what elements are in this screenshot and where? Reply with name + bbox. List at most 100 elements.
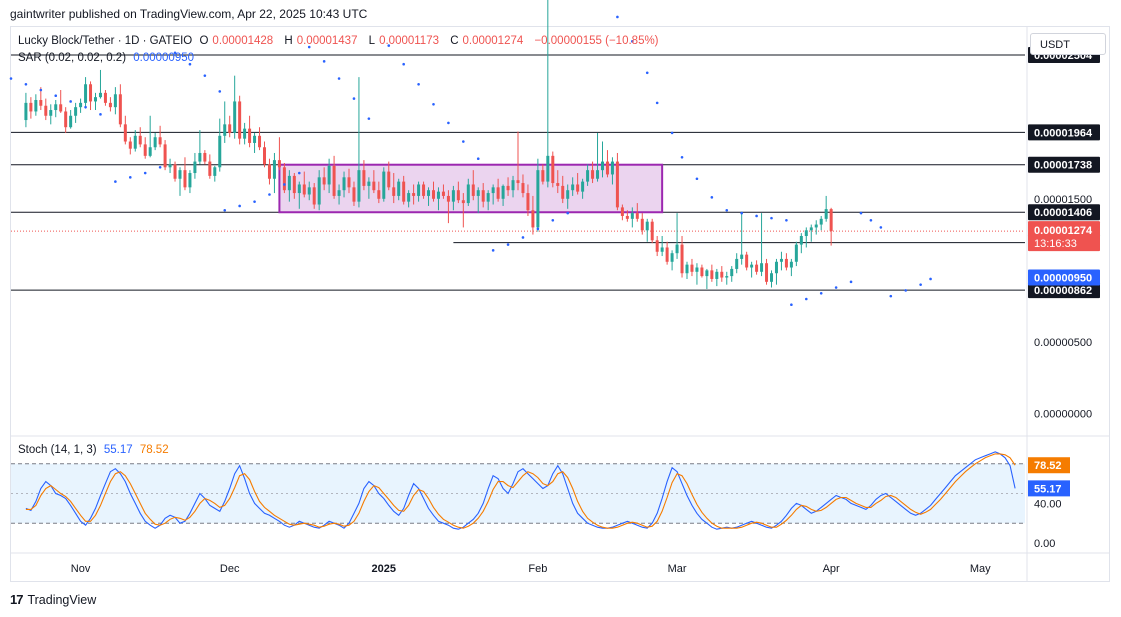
- time-tick-label: May: [970, 563, 991, 575]
- candle: [695, 263, 699, 285]
- candle-body: [486, 193, 490, 202]
- candle: [436, 187, 440, 211]
- candle: [79, 98, 83, 113]
- candle-body: [804, 230, 808, 237]
- candle-body: [630, 213, 634, 219]
- candle-body: [501, 185, 505, 199]
- candles-layer: [24, 0, 833, 289]
- candle: [133, 130, 137, 152]
- sar-dot: [402, 62, 405, 66]
- sar-dot: [238, 204, 241, 208]
- sar-dot: [849, 280, 853, 284]
- candle-body: [377, 190, 381, 199]
- candle-body: [108, 102, 112, 108]
- candle-body: [710, 270, 714, 279]
- candle-body: [760, 263, 764, 272]
- candle: [193, 152, 197, 179]
- price-tick-label: 0.00000000: [1034, 409, 1092, 421]
- candle: [496, 178, 500, 202]
- candle: [94, 92, 97, 111]
- tradingview-logo: 17: [10, 592, 24, 607]
- candle: [824, 195, 828, 222]
- candle-body: [471, 184, 475, 196]
- candle-body: [113, 94, 117, 108]
- stoch-tick-label: 40.00: [1034, 498, 1062, 510]
- candle-body: [258, 135, 262, 148]
- candle-body: [238, 101, 242, 139]
- candle: [556, 170, 560, 194]
- sar-dot: [889, 294, 893, 298]
- candle: [506, 177, 510, 196]
- candle: [352, 181, 356, 206]
- candle-body: [610, 161, 614, 175]
- candle-body: [282, 167, 286, 191]
- candle: [675, 213, 679, 259]
- candle-body: [123, 124, 127, 142]
- level-tag: 0.00001964: [1028, 124, 1100, 141]
- candle: [720, 266, 724, 282]
- candle: [188, 170, 192, 194]
- candle: [44, 98, 48, 121]
- candle: [74, 102, 78, 123]
- sar-dot: [39, 88, 43, 92]
- sar-dot: [790, 303, 793, 307]
- candle: [546, 0, 550, 188]
- candle: [337, 184, 341, 205]
- candle-body: [620, 207, 624, 216]
- candle-body: [576, 184, 580, 192]
- level-tag-text: 0.00001738: [1034, 160, 1092, 172]
- candle: [123, 115, 127, 145]
- candle-body: [809, 227, 813, 231]
- candle-body: [158, 137, 162, 145]
- candle-body: [720, 271, 724, 278]
- candle: [745, 251, 749, 271]
- sar-dot: [24, 82, 28, 86]
- candle: [362, 160, 366, 191]
- range-box: [278, 163, 664, 214]
- candle: [377, 181, 381, 204]
- candle-body: [133, 135, 137, 149]
- sar-dot: [859, 211, 863, 215]
- candle: [367, 177, 371, 199]
- candle-body: [39, 100, 43, 106]
- candle: [576, 173, 580, 195]
- candle-body: [342, 177, 346, 191]
- candle-body: [705, 270, 709, 277]
- candle: [789, 258, 793, 277]
- stoch-k-tag-bg: [1028, 480, 1070, 497]
- candle: [248, 115, 252, 148]
- candle: [213, 165, 217, 182]
- candle-body: [596, 170, 600, 179]
- candle: [29, 97, 33, 119]
- candle-body: [248, 128, 252, 143]
- candle: [750, 261, 754, 278]
- candle: [238, 95, 242, 145]
- level-tag-text: 0.00001964: [1034, 127, 1093, 139]
- candle-body: [799, 236, 803, 245]
- candle: [516, 131, 520, 191]
- candle-body: [635, 213, 639, 219]
- candle-body: [446, 195, 450, 202]
- sar-dot: [307, 45, 311, 49]
- candle: [705, 268, 709, 289]
- candle: [59, 89, 63, 113]
- stoch-d-value: 78.52: [139, 444, 169, 456]
- candle: [521, 174, 525, 198]
- candle: [168, 158, 172, 174]
- candle: [486, 190, 490, 211]
- candle-body: [332, 165, 336, 196]
- sar-dot: [367, 117, 371, 120]
- candle-body: [29, 102, 33, 112]
- currency-button[interactable]: USDT: [1030, 33, 1106, 55]
- level-tag-text: 0.00000862: [1034, 285, 1092, 297]
- candle: [730, 266, 734, 282]
- candle: [670, 250, 674, 271]
- candle-body: [650, 221, 654, 241]
- candle-body: [263, 147, 266, 165]
- candle: [566, 184, 570, 209]
- candle-body: [208, 161, 212, 176]
- sar-dot: [268, 193, 271, 196]
- sar-legend: SAR (0.02, 0.02, 0.2) 0.00000950: [18, 52, 198, 64]
- candle: [630, 207, 634, 228]
